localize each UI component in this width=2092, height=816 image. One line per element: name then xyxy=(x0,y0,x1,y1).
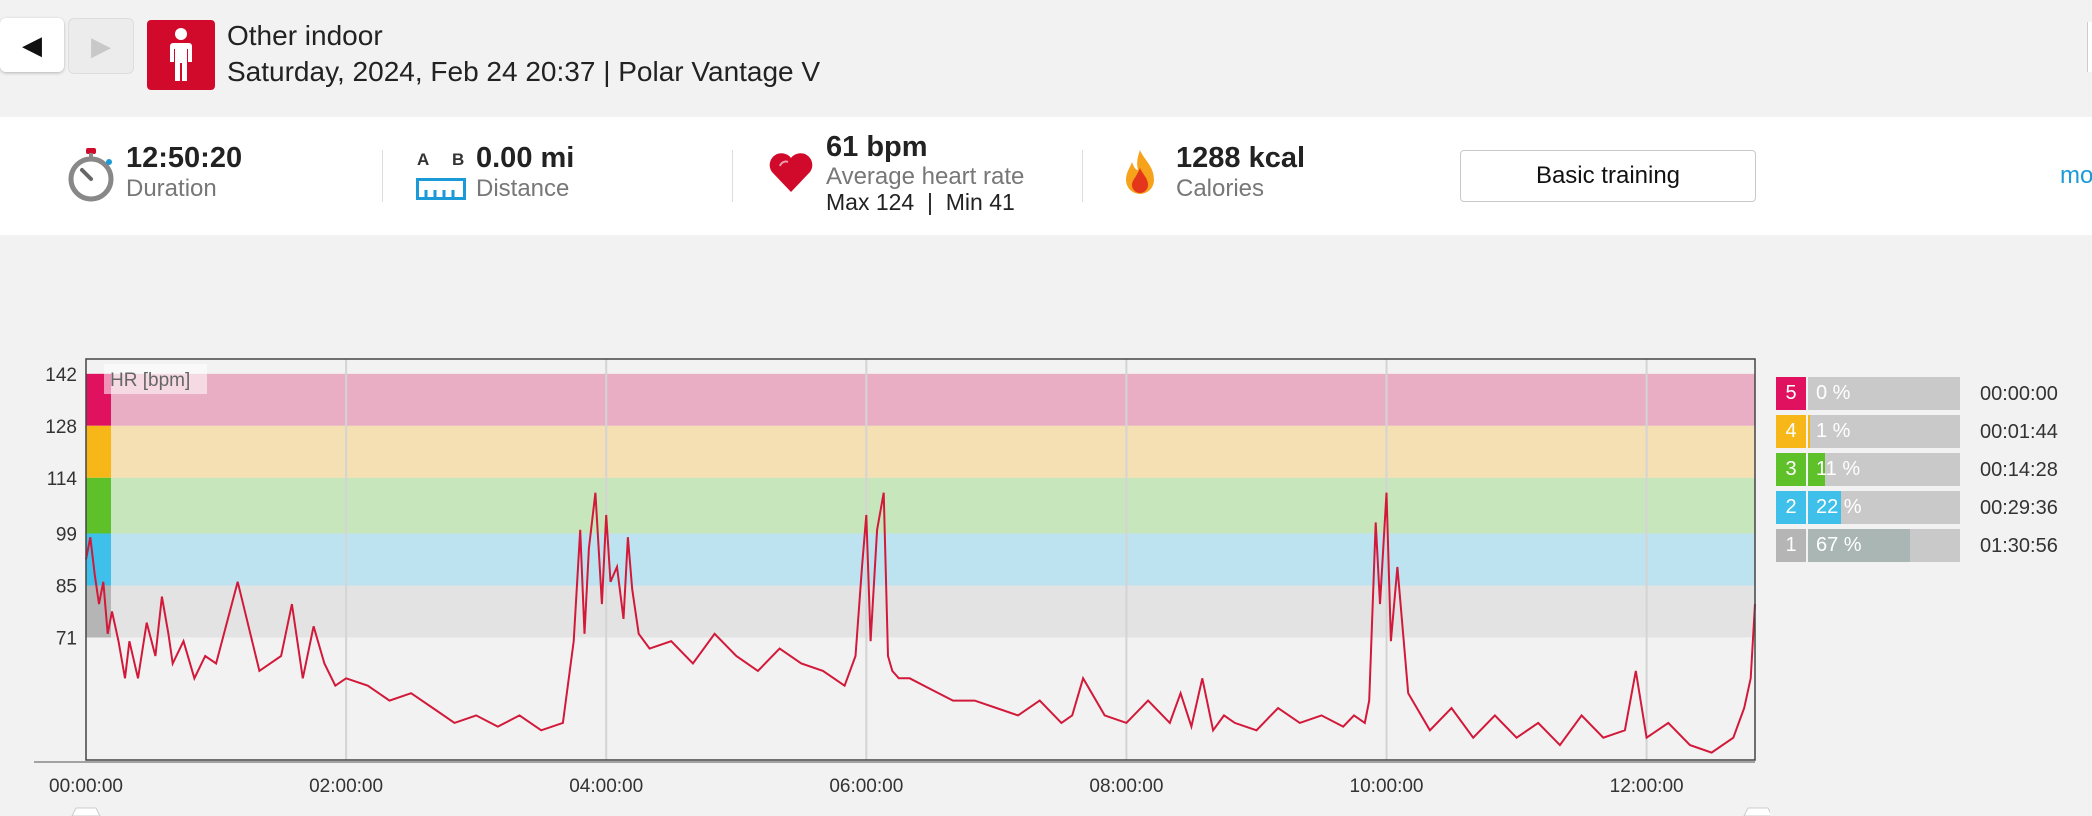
divider xyxy=(382,150,383,202)
range-handle-right[interactable] xyxy=(1743,807,1770,816)
zone-bar: 11 % xyxy=(1808,453,1960,486)
next-button[interactable]: ▶ xyxy=(68,18,134,74)
zone-row-4: 4 1 % xyxy=(1776,415,1960,448)
plot-frame xyxy=(85,358,1756,761)
x-tick-label: 12:00:00 xyxy=(1610,776,1684,797)
heart-rate-label: Average heart rate xyxy=(826,163,1025,190)
zone-bar-fill xyxy=(1808,529,1910,562)
zone-strip xyxy=(86,477,111,534)
zone-time: 00:01:44 xyxy=(1980,421,2058,443)
arrow-right-icon: ▶ xyxy=(91,30,111,61)
distance-value: 0.00 mi xyxy=(476,142,575,174)
y-tick-label: 85 xyxy=(56,576,77,597)
heart-rate-max-min: Max 124 | Min 41 xyxy=(826,189,1015,215)
y-tick-label: 128 xyxy=(45,417,77,438)
heart-icon xyxy=(769,153,813,192)
arrow-left-icon: ◀ xyxy=(22,29,42,60)
duration-value: 12:50:20 xyxy=(126,142,243,174)
divider xyxy=(1082,150,1083,202)
zone-bar: 0 % xyxy=(1808,377,1960,410)
series-label: HR [bpm] xyxy=(104,364,207,394)
series-label-text: HR [bpm] xyxy=(110,370,190,391)
sport-badge xyxy=(147,20,215,90)
previous-button[interactable]: ◀ xyxy=(0,18,64,72)
zone-percent: 0 % xyxy=(1816,382,1851,404)
zone-band xyxy=(86,585,1755,638)
edge-panel-handle[interactable] xyxy=(2087,22,2092,72)
heart-rate-value: 61 bpm xyxy=(826,131,928,163)
y-tick-label: 142 xyxy=(45,365,77,386)
zone-bar-fill xyxy=(1808,491,1842,524)
marker-b: B xyxy=(452,150,465,169)
more-link[interactable]: mo xyxy=(2060,162,2092,189)
zone-time: 01:30:56 xyxy=(1980,535,2058,557)
duration-label: Duration xyxy=(126,175,217,202)
zone-percent: 1 % xyxy=(1816,420,1851,442)
x-tick-label: 00:00:00 xyxy=(49,776,123,797)
zone-number: 2 xyxy=(1776,491,1806,524)
distance-label: Distance xyxy=(476,175,570,202)
zone-time: 00:00:00 xyxy=(1980,383,2058,405)
zone-strip xyxy=(86,425,111,478)
heart-rate-chart[interactable]: 142 128 114 99 85 71 00:00:00 02:00:00 04:00:00… xyxy=(0,340,1770,816)
zone-row-3: 3 11 % xyxy=(1776,453,1960,486)
summary-bar xyxy=(0,117,2092,235)
zone-bar: 22 % xyxy=(1808,491,1960,524)
zone-row-5: 5 0 % xyxy=(1776,377,1960,410)
marker-a: A xyxy=(417,150,430,169)
zone-time: 00:14:28 xyxy=(1980,459,2058,481)
range-handle-left[interactable] xyxy=(71,807,101,816)
flame-icon xyxy=(1126,150,1154,194)
calories-value: 1288 kcal xyxy=(1176,142,1306,174)
zone-bar-fill xyxy=(1808,453,1825,486)
zone-percent: 67 % xyxy=(1816,534,1862,556)
y-tick-label: 71 xyxy=(56,628,77,649)
basic-training-button[interactable]: Basic training xyxy=(1460,150,1756,202)
ruler-icon xyxy=(416,178,466,200)
session-subtitle: Saturday, 2024, Feb 24 20:37 | Polar Van… xyxy=(227,56,821,87)
zone-bar-fill xyxy=(1808,415,1810,448)
zone-band xyxy=(86,533,1755,586)
y-tick-label: 99 xyxy=(56,525,77,546)
zone-number: 5 xyxy=(1776,377,1806,410)
zone-band xyxy=(86,425,1755,478)
zone-number: 4 xyxy=(1776,415,1806,448)
zone-band xyxy=(86,373,1755,426)
x-tick-label: 02:00:00 xyxy=(309,776,383,797)
zone-bar: 1 % xyxy=(1808,415,1960,448)
x-tick-label: 08:00:00 xyxy=(1089,776,1163,797)
zone-row-2: 2 22 % xyxy=(1776,491,1960,524)
zone-number: 1 xyxy=(1776,529,1806,562)
zone-percent: 22 % xyxy=(1816,496,1862,518)
session-title: Other indoor xyxy=(227,20,383,51)
zone-band xyxy=(86,477,1755,534)
stopwatch-icon xyxy=(68,148,114,202)
calories-label: Calories xyxy=(1176,175,1265,202)
zone-bar: 67 % xyxy=(1808,529,1960,562)
divider xyxy=(732,150,733,202)
x-tick-label: 04:00:00 xyxy=(569,776,643,797)
x-tick-label: 06:00:00 xyxy=(829,776,903,797)
person-standing-icon xyxy=(170,28,192,81)
hr-series-line xyxy=(85,492,1756,754)
x-tick-label: 10:00:00 xyxy=(1350,776,1424,797)
zone-number: 3 xyxy=(1776,453,1806,486)
zone-time: 00:29:36 xyxy=(1980,497,2058,519)
zone-percent: 11 % xyxy=(1816,458,1861,480)
y-tick-label: 114 xyxy=(47,469,78,490)
zone-row-1: 1 67 % xyxy=(1776,529,1960,562)
